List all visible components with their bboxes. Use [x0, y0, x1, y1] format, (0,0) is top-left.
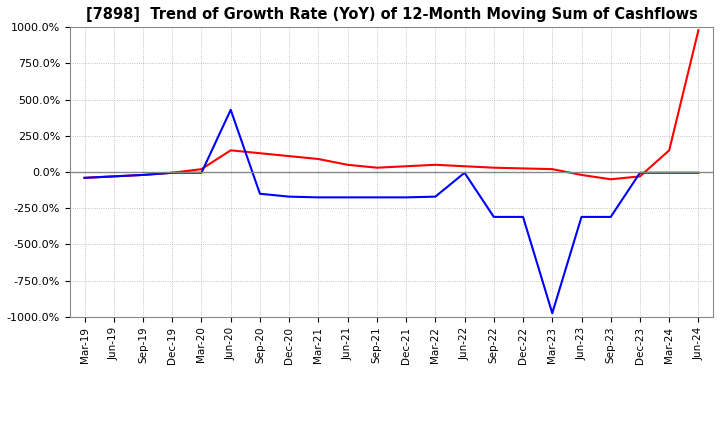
Free Cashflow: [490, 214, 498, 220]
Free Cashflow: [606, 214, 615, 220]
Free Cashflow: [256, 191, 264, 196]
Operating Cashflow: [80, 175, 89, 180]
Operating Cashflow: [343, 162, 352, 168]
Operating Cashflow: [577, 172, 586, 178]
Free Cashflow: [343, 195, 352, 200]
Operating Cashflow: [402, 164, 410, 169]
Operating Cashflow: [460, 164, 469, 169]
Free Cashflow: [80, 175, 89, 180]
Free Cashflow: [168, 170, 176, 176]
Operating Cashflow: [226, 148, 235, 153]
Line: Operating Cashflow: Operating Cashflow: [84, 30, 698, 179]
Operating Cashflow: [518, 166, 527, 171]
Free Cashflow: [636, 170, 644, 176]
Operating Cashflow: [431, 162, 440, 168]
Free Cashflow: [518, 214, 527, 220]
Operating Cashflow: [285, 154, 294, 159]
Line: Free Cashflow: Free Cashflow: [84, 110, 698, 313]
Operating Cashflow: [665, 148, 673, 153]
Operating Cashflow: [490, 165, 498, 170]
Operating Cashflow: [372, 165, 381, 170]
Free Cashflow: [402, 195, 410, 200]
Free Cashflow: [285, 194, 294, 199]
Free Cashflow: [372, 195, 381, 200]
Operating Cashflow: [197, 166, 206, 172]
Title: [7898]  Trend of Growth Rate (YoY) of 12-Month Moving Sum of Cashflows: [7898] Trend of Growth Rate (YoY) of 12-…: [86, 7, 698, 22]
Free Cashflow: [109, 174, 118, 179]
Legend: Operating Cashflow, Free Cashflow: Operating Cashflow, Free Cashflow: [228, 438, 556, 440]
Free Cashflow: [197, 170, 206, 176]
Free Cashflow: [548, 311, 557, 316]
Free Cashflow: [139, 172, 148, 178]
Free Cashflow: [665, 170, 673, 176]
Free Cashflow: [431, 194, 440, 199]
Free Cashflow: [577, 214, 586, 220]
Operating Cashflow: [636, 174, 644, 179]
Operating Cashflow: [694, 28, 703, 33]
Operating Cashflow: [139, 172, 148, 178]
Operating Cashflow: [606, 176, 615, 182]
Free Cashflow: [694, 170, 703, 176]
Operating Cashflow: [256, 150, 264, 156]
Operating Cashflow: [314, 156, 323, 161]
Free Cashflow: [460, 170, 469, 176]
Free Cashflow: [314, 195, 323, 200]
Operating Cashflow: [109, 174, 118, 179]
Operating Cashflow: [168, 170, 176, 176]
Free Cashflow: [226, 107, 235, 113]
Operating Cashflow: [548, 166, 557, 172]
